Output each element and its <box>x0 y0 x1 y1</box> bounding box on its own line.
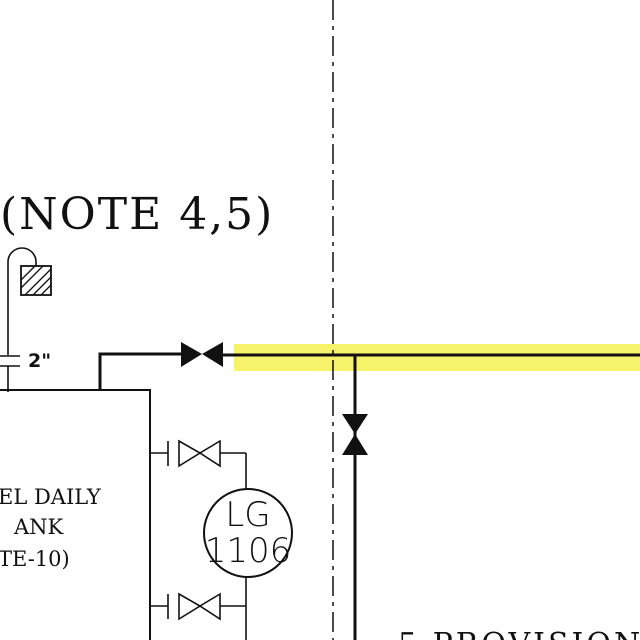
flange-icon <box>0 355 20 392</box>
gauge-number-label: 1106 <box>205 531 292 571</box>
provision-note: 5 PROVISION FO <box>398 627 640 640</box>
level-gauge-bubble <box>203 488 293 578</box>
gate-valve-horizontal-icon <box>181 342 223 367</box>
pipe-size-label: 2" <box>28 350 51 372</box>
tank-name-line3: TE-10) <box>0 547 70 571</box>
gate-valve-upper-icon <box>178 439 221 468</box>
tank-name-line2: ANK <box>13 515 64 539</box>
vent-screen-icon <box>20 265 52 296</box>
gauge-tag-label: LG <box>225 495 270 535</box>
gate-valve-vertical-icon <box>342 414 368 455</box>
tank-name-line1: EL DAILY <box>0 485 102 509</box>
note-label: (NOTE 4,5) <box>0 189 274 240</box>
tank-outlet-pipe <box>98 352 186 390</box>
pipe-highlight <box>234 344 640 371</box>
gate-valve-lower-icon <box>178 592 221 621</box>
daily-tank <box>0 389 151 640</box>
vent-gooseneck <box>7 247 52 355</box>
